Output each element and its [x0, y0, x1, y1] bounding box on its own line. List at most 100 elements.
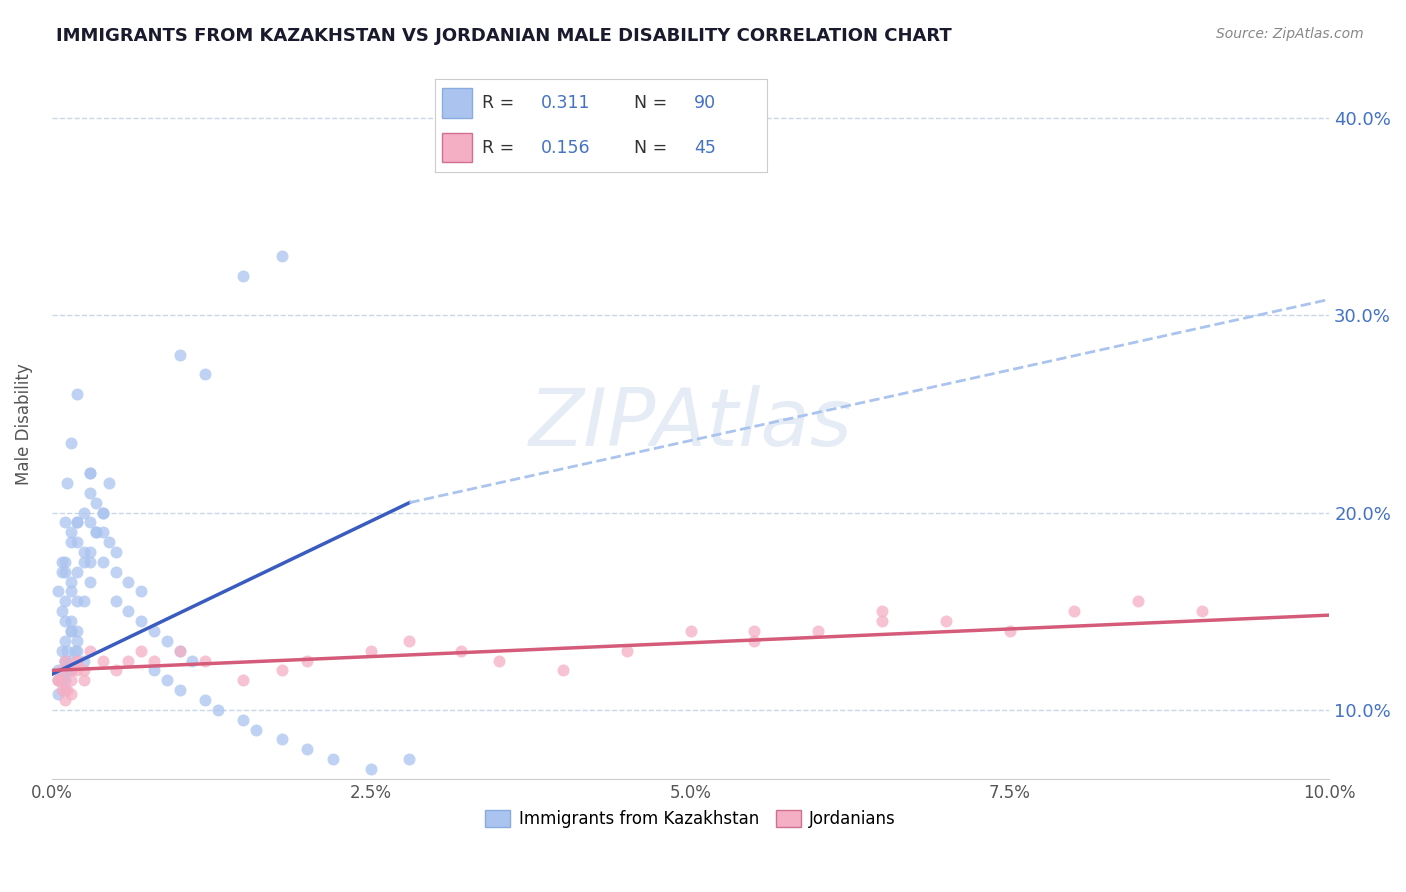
Point — [245, 723, 267, 737]
Point — [46, 673, 69, 688]
Point — [998, 624, 1021, 638]
Point — [870, 614, 893, 628]
Point — [53, 594, 76, 608]
Point — [91, 653, 114, 667]
Point — [86, 525, 108, 540]
Point — [66, 643, 89, 657]
Point — [1063, 604, 1085, 618]
Point — [53, 633, 76, 648]
Point — [46, 673, 69, 688]
Point — [46, 664, 69, 678]
Point — [59, 664, 82, 678]
Point — [807, 624, 830, 638]
Point — [73, 545, 96, 559]
Point — [156, 633, 179, 648]
Point — [56, 475, 79, 490]
Point — [297, 653, 319, 667]
Point — [86, 525, 108, 540]
Point — [870, 604, 893, 618]
Point — [194, 368, 217, 382]
Point — [63, 643, 86, 657]
Point — [56, 664, 79, 678]
Point — [232, 713, 254, 727]
Point — [679, 624, 702, 638]
Point — [169, 643, 191, 657]
Point — [104, 594, 127, 608]
Point — [66, 387, 89, 401]
Point — [53, 683, 76, 698]
Point — [73, 506, 96, 520]
Point — [616, 643, 638, 657]
Point — [91, 525, 114, 540]
Point — [73, 664, 96, 678]
Point — [59, 687, 82, 701]
Point — [104, 565, 127, 579]
Point — [270, 664, 292, 678]
Point — [51, 664, 73, 678]
Point — [297, 742, 319, 756]
Point — [270, 732, 292, 747]
Point — [59, 436, 82, 450]
Point — [194, 653, 217, 667]
Point — [91, 555, 114, 569]
Point — [59, 624, 82, 638]
Point — [79, 485, 101, 500]
Point — [360, 643, 382, 657]
Point — [53, 614, 76, 628]
Point — [194, 693, 217, 707]
Point — [66, 516, 89, 530]
Point — [59, 653, 82, 667]
Point — [51, 673, 73, 688]
Point — [53, 693, 76, 707]
Point — [169, 348, 191, 362]
Point — [53, 653, 76, 667]
Point — [117, 604, 139, 618]
Point — [270, 249, 292, 263]
Point — [142, 653, 165, 667]
Point — [79, 643, 101, 657]
Point — [1126, 594, 1149, 608]
Point — [53, 673, 76, 688]
Point — [156, 673, 179, 688]
Point — [551, 664, 574, 678]
Point — [46, 584, 69, 599]
Point — [117, 653, 139, 667]
Point — [744, 633, 766, 648]
Point — [142, 664, 165, 678]
Point — [129, 584, 152, 599]
Point — [86, 496, 108, 510]
Point — [53, 653, 76, 667]
Point — [51, 673, 73, 688]
Point — [232, 268, 254, 283]
Point — [66, 653, 89, 667]
Point — [488, 653, 510, 667]
Point — [935, 614, 957, 628]
Point — [51, 555, 73, 569]
Point — [450, 643, 472, 657]
Point — [56, 683, 79, 698]
Point — [66, 565, 89, 579]
Text: IMMIGRANTS FROM KAZAKHSTAN VS JORDANIAN MALE DISABILITY CORRELATION CHART: IMMIGRANTS FROM KAZAKHSTAN VS JORDANIAN … — [56, 27, 952, 45]
Point — [73, 673, 96, 688]
Point — [79, 574, 101, 589]
Point — [398, 752, 420, 766]
Point — [59, 614, 82, 628]
Point — [53, 565, 76, 579]
Point — [79, 466, 101, 480]
Point — [73, 555, 96, 569]
Point — [91, 506, 114, 520]
Point — [59, 535, 82, 549]
Legend: Immigrants from Kazakhstan, Jordanians: Immigrants from Kazakhstan, Jordanians — [478, 803, 903, 835]
Point — [169, 643, 191, 657]
Point — [59, 574, 82, 589]
Point — [744, 624, 766, 638]
Point — [59, 584, 82, 599]
Point — [66, 535, 89, 549]
Point — [53, 516, 76, 530]
Point — [98, 475, 121, 490]
Point — [169, 683, 191, 698]
Point — [360, 762, 382, 776]
Point — [398, 633, 420, 648]
Point — [79, 545, 101, 559]
Point — [53, 653, 76, 667]
